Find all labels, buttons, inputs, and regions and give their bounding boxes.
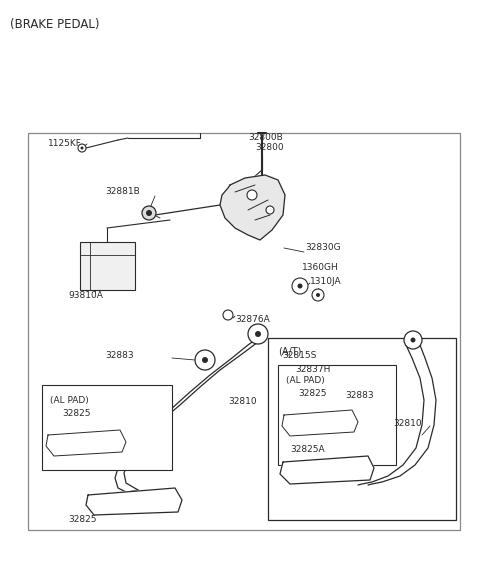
Text: 1310JA: 1310JA	[310, 277, 342, 285]
Polygon shape	[86, 488, 182, 515]
Text: 1360GH: 1360GH	[302, 264, 339, 272]
Text: (AL PAD): (AL PAD)	[50, 396, 89, 405]
Text: 32830G: 32830G	[305, 243, 341, 252]
Polygon shape	[220, 175, 285, 240]
Circle shape	[247, 190, 257, 200]
Text: 32800: 32800	[255, 144, 284, 152]
Text: 32800B: 32800B	[248, 132, 283, 142]
Circle shape	[195, 350, 215, 370]
Text: 32825A: 32825A	[290, 445, 324, 454]
Polygon shape	[280, 456, 374, 484]
Text: 32825: 32825	[62, 409, 91, 418]
Circle shape	[142, 206, 156, 220]
Polygon shape	[46, 430, 126, 456]
Circle shape	[404, 331, 422, 349]
Text: 32883: 32883	[105, 351, 133, 361]
Text: 32810: 32810	[228, 397, 257, 406]
Text: 32825: 32825	[68, 516, 96, 525]
Text: (A/T): (A/T)	[278, 347, 301, 357]
Bar	[302, 380, 326, 400]
Polygon shape	[115, 338, 265, 494]
Text: 32810: 32810	[393, 419, 421, 428]
Bar	[268, 338, 456, 520]
Circle shape	[81, 147, 84, 149]
Circle shape	[146, 210, 152, 216]
Text: (AL PAD): (AL PAD)	[286, 375, 325, 384]
Circle shape	[255, 331, 261, 337]
Text: 32815S: 32815S	[282, 351, 316, 361]
Circle shape	[312, 289, 324, 301]
Bar	[328, 408, 356, 430]
Circle shape	[292, 278, 308, 294]
Bar	[80, 242, 135, 290]
Circle shape	[78, 144, 86, 152]
Polygon shape	[358, 345, 436, 485]
Circle shape	[223, 310, 233, 320]
Text: 32883: 32883	[345, 391, 373, 400]
Text: 93810A: 93810A	[68, 291, 103, 301]
Circle shape	[298, 284, 302, 289]
Circle shape	[248, 324, 268, 344]
Circle shape	[266, 206, 274, 214]
Text: 32876A: 32876A	[235, 315, 270, 324]
Polygon shape	[282, 410, 358, 436]
Text: 32881B: 32881B	[105, 187, 140, 196]
Bar	[28, 133, 460, 530]
Text: (BRAKE PEDAL): (BRAKE PEDAL)	[10, 18, 99, 31]
Circle shape	[410, 337, 416, 342]
Bar	[278, 365, 396, 465]
Text: 32825: 32825	[298, 388, 326, 397]
Text: 32837H: 32837H	[295, 366, 330, 375]
Circle shape	[316, 293, 320, 297]
Circle shape	[202, 357, 208, 363]
Bar	[42, 385, 172, 470]
Text: 1125KF: 1125KF	[48, 139, 82, 148]
